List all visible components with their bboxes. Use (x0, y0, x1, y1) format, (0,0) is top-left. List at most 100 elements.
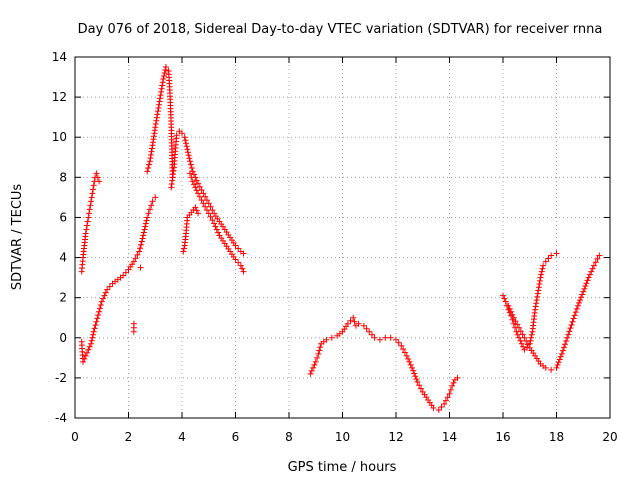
data-point (148, 202, 155, 209)
data-point (240, 268, 247, 275)
data-point (368, 331, 375, 338)
data-point (192, 204, 199, 211)
data-point (141, 226, 148, 233)
data-point (86, 206, 93, 213)
data-point (558, 350, 565, 357)
data-point (159, 82, 166, 89)
x-tick-label: 14 (442, 430, 457, 444)
data-point (312, 358, 319, 365)
data-point (90, 331, 97, 338)
data-point (203, 207, 210, 214)
data-point (212, 223, 219, 230)
data-point (205, 210, 212, 217)
data-point (400, 346, 407, 353)
data-point (344, 320, 351, 327)
data-point (137, 264, 144, 271)
y-tick-label: 4 (59, 251, 67, 265)
data-point (502, 298, 509, 305)
data-point (154, 111, 161, 118)
data-point (136, 248, 143, 255)
data-point (520, 343, 527, 350)
data-point (430, 404, 437, 411)
data-point (137, 245, 144, 252)
data-point (588, 268, 595, 275)
data-point (411, 370, 418, 377)
data-point (88, 340, 95, 347)
data-point (186, 155, 193, 162)
data-point (92, 322, 99, 329)
data-point (187, 161, 194, 168)
data-point (585, 274, 592, 281)
y-tick-labels: -4 -2 0 2 4 6 8 10 12 14 (52, 50, 67, 425)
data-point (160, 73, 167, 80)
y-tick-label: -2 (55, 371, 67, 385)
data-point (148, 148, 155, 155)
y-tick-label: 12 (52, 90, 67, 104)
data-point (149, 145, 156, 152)
data-point (120, 272, 127, 279)
data-point (145, 164, 152, 171)
data-point (95, 312, 102, 319)
data-point (545, 255, 552, 262)
data-point (80, 358, 87, 365)
data-point (155, 101, 162, 108)
data-point (450, 379, 457, 386)
data-point (523, 338, 530, 345)
data-point (553, 364, 560, 371)
data-point (237, 262, 244, 269)
data-point (565, 331, 572, 338)
data-point (187, 158, 194, 165)
data-point (548, 252, 555, 259)
data-point (157, 95, 164, 102)
data-point (509, 311, 516, 318)
data-point (183, 140, 190, 147)
data-point (532, 303, 539, 310)
data-point (122, 269, 129, 276)
data-point (142, 220, 149, 227)
data-point (134, 251, 141, 258)
y-tick-label: 2 (59, 291, 67, 305)
data-point (398, 342, 405, 349)
y-tick-label: 8 (59, 170, 67, 184)
data-point (416, 382, 423, 389)
data-point (355, 320, 362, 327)
data-point (140, 229, 147, 236)
data-point (232, 256, 239, 263)
data-point (195, 180, 202, 187)
data-point (93, 318, 100, 325)
data-point (376, 336, 383, 343)
data-point (152, 124, 159, 131)
y-tick-label: 6 (59, 210, 67, 224)
data-point (586, 271, 593, 278)
data-point (536, 277, 543, 284)
data-point (351, 318, 358, 325)
data-point (187, 170, 194, 177)
data-point (506, 305, 513, 312)
data-point (88, 198, 95, 205)
data-point (189, 178, 196, 185)
data-point (158, 85, 165, 92)
data-point (571, 312, 578, 319)
data-point (512, 318, 519, 325)
data-point (97, 302, 104, 309)
data-point (188, 164, 195, 171)
data-point (152, 194, 159, 201)
data-point (98, 298, 105, 305)
data-point (444, 394, 451, 401)
data-point (528, 334, 535, 341)
data-point (159, 79, 166, 86)
data-point (534, 290, 541, 297)
data-point (200, 190, 207, 197)
data-point (573, 305, 580, 312)
data-point (104, 286, 111, 293)
data-point (88, 337, 95, 344)
y-tick-label: -4 (55, 411, 67, 425)
x-tick-label: 20 (602, 430, 617, 444)
data-point (569, 318, 576, 325)
data-point (401, 349, 408, 356)
data-point (183, 143, 190, 150)
y-tick-label: 14 (52, 50, 67, 64)
data-point (559, 347, 566, 354)
data-point (513, 328, 520, 335)
data-point (144, 214, 151, 221)
